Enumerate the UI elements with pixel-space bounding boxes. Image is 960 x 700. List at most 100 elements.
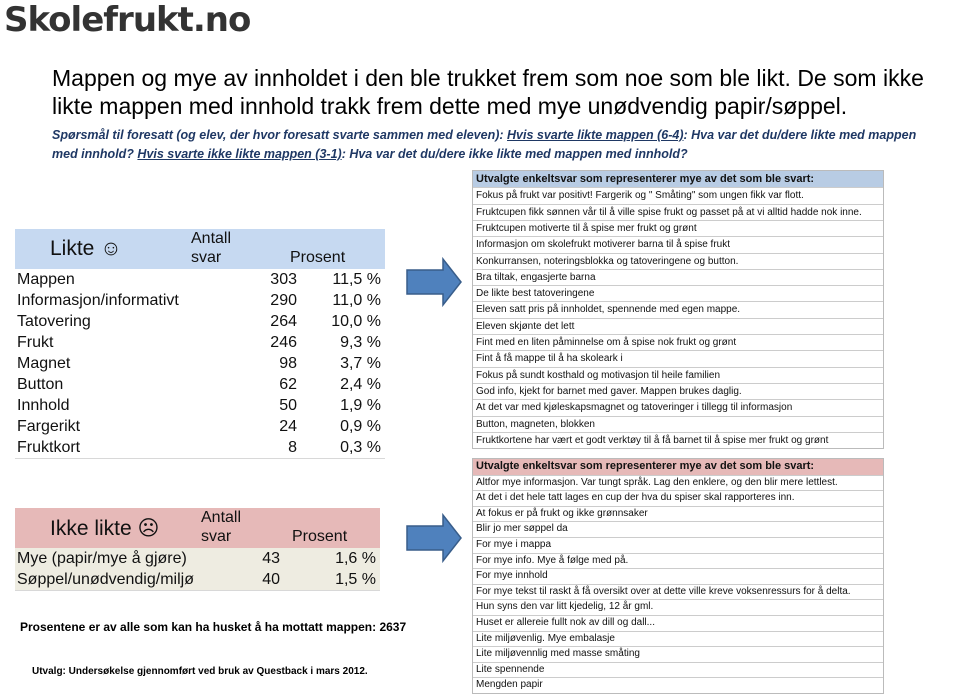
answer: Informasjon om skolefrukt motiverer barn… — [473, 236, 883, 252]
table-row: Button 62 2,4 % — [15, 374, 385, 396]
row-count: 303 — [270, 271, 297, 288]
answer: Fint med en liten påminnelse om å spise … — [473, 334, 883, 350]
box-title: Utvalgte enkeltsvar som representerer my… — [473, 459, 883, 475]
question-part: Hvis svarte likte mappen (6-4) — [507, 128, 684, 142]
table-title: Likte ☺ — [50, 237, 122, 260]
table-row: Søppel/unødvendig/miljø 40 1,5 % — [15, 569, 380, 591]
question-part: : Hva var det du/dere likte med mappen m… — [52, 128, 917, 161]
table-row: Fargerikt 24 0,9 % — [15, 416, 385, 438]
answer: Konkurransen, noteringsblokka og tatover… — [473, 252, 883, 269]
answer: At det var med kjøleskapsmagnet og tatov… — [473, 399, 883, 415]
answer: Fruktcupen motiverte til å spise mer fru… — [473, 219, 883, 236]
table-row: Fruktkort 8 0,3 % — [15, 437, 385, 459]
note: Prosentene er av alle som kan ha husket … — [20, 620, 407, 634]
answer: Fint å få mappe til å ha skoleark i — [473, 350, 883, 366]
answer: Mengden papir — [473, 677, 883, 693]
row-percent: 0,9 % — [340, 418, 381, 435]
arrow — [406, 256, 462, 308]
column-header: Prosent — [292, 528, 348, 545]
answer: Hun syns den var litt kjedelig, 12 år gm… — [473, 599, 883, 615]
row-percent: 3,7 % — [340, 355, 381, 372]
row-label: Mappen — [17, 271, 75, 288]
answer: At fokus er på frukt og ikke grønnsaker — [473, 505, 883, 522]
row-percent: 0,3 % — [340, 439, 381, 456]
row-label: Tatovering — [17, 313, 91, 330]
answer-box: Utvalgte enkeltsvar som representerer my… — [472, 170, 884, 450]
answer: Lite miljøvennlig med masse småting — [473, 646, 883, 662]
row-count: 24 — [279, 418, 297, 435]
row-label: Mye (papir/mye å gjøre) — [17, 550, 187, 567]
table-row: Frukt 246 9,3 % — [15, 332, 385, 354]
question-part: Hvis svarte ikke likte mappen (3-1) — [137, 147, 342, 161]
row-label: Fruktkort — [17, 439, 81, 456]
table: Likte ☺ Antall svar Prosent Mappen 303 11,5 %… — [15, 229, 385, 459]
row-percent: 11,0 % — [332, 292, 381, 309]
answer: Lite miljøvenlig. Mye embalasje — [473, 630, 883, 647]
question: Spørsmål til foresatt (og elev, der hvor… — [52, 126, 932, 164]
arrow — [406, 512, 462, 564]
table-row: Informasjon/informativt 290 11,0 % — [15, 290, 385, 312]
answer: For mye tekst til raskt å få oversikt ov… — [473, 583, 883, 600]
row-label: Søppel/unødvendig/miljø — [17, 571, 194, 588]
row-label: Frukt — [17, 334, 54, 351]
table-header — [15, 508, 380, 548]
column-header: Prosent — [290, 249, 346, 266]
answer: Fruktcupen fikk sønnen vår til å ville s… — [473, 203, 883, 220]
answer: Bra tiltak, engasjerte barna — [473, 268, 883, 285]
box-title: Utvalgte enkeltsvar som representerer my… — [473, 171, 883, 188]
row-count: 62 — [279, 376, 297, 393]
table-row: Mye (papir/mye å gjøre) 43 1,6 % — [15, 548, 380, 570]
question-part: : Hva var det du/dere ikke likte med map… — [341, 147, 688, 161]
row-count: 8 — [288, 439, 297, 456]
answer-box: Utvalgte enkeltsvar som representerer my… — [472, 458, 884, 694]
answer: Button, magneten, blokken — [473, 415, 883, 432]
answer: At det i det hele tatt lages en cup der … — [473, 490, 883, 506]
answer: Eleven skjønte det lett — [473, 317, 883, 334]
table-row: Magnet 98 3,7 % — [15, 353, 385, 375]
row-label: Innhold — [17, 397, 70, 414]
column-header: Antall svar — [201, 509, 242, 545]
row-label: Informasjon/informativt — [17, 292, 179, 309]
answer: God info, kjekt for barnet med gaver. Ma… — [473, 382, 883, 399]
table-title: Ikke likte ☹ — [50, 517, 160, 540]
question-part: Spørsmål til foresatt (og elev, der hvor… — [52, 128, 508, 142]
row-percent: 1,5 % — [335, 571, 376, 588]
row-percent: 10,0 % — [331, 313, 381, 330]
row-percent: 11,5 % — [332, 271, 381, 288]
table-row: Mappen 303 11,5 % — [15, 269, 385, 291]
answer: For mye info. Mye å følge med på. — [473, 552, 883, 569]
answer: Lite spennende — [473, 661, 883, 678]
row-count: 50 — [279, 397, 297, 414]
row-label: Fargerikt — [17, 418, 81, 435]
headline: Mappen og mye av innholdet i den ble tru… — [52, 65, 924, 119]
arrows — [406, 256, 462, 564]
column-header: Antall svar — [191, 230, 232, 266]
answer: Eleven satt pris på innholdet, spennende… — [473, 301, 883, 317]
row-percent: 1,6 % — [335, 550, 376, 567]
answer: Altfor mye informasjon. Var tungt språk.… — [473, 474, 883, 491]
row-count: 290 — [270, 292, 297, 309]
answer: For mye innhold — [473, 568, 883, 584]
answer: De likte best tatoveringene — [473, 285, 883, 301]
table: Ikke likte ☹ Antall svar Prosent Mye (papir… — [15, 508, 380, 591]
row-count: 264 — [270, 313, 297, 330]
row-percent: 9,3 % — [340, 334, 381, 351]
table-row: Innhold 50 1,9 % — [15, 395, 385, 417]
answer: Fokus på frukt var positivt! Fargerik og… — [473, 187, 883, 203]
answer: Huset er allereie fullt nok av dill og d… — [473, 615, 883, 631]
row-label: Button — [17, 376, 64, 393]
row-count: 40 — [262, 571, 280, 588]
row-count: 98 — [279, 355, 297, 372]
logo: Skolefrukt.no — [4, 0, 251, 40]
row-count: 43 — [262, 550, 280, 567]
answer: Fokus på sundt kosthald og motivasjon ti… — [473, 366, 883, 383]
answer: Fruktkortene har vært et godt verktøy ti… — [473, 431, 883, 448]
answer: Blir jo mer søppel da — [473, 521, 883, 537]
row-percent: 1,9 % — [340, 397, 381, 414]
row-label: Magnet — [17, 355, 71, 372]
source: Utvalg: Undersøkelse gjennomført ved bru… — [32, 666, 368, 677]
row-count: 246 — [270, 334, 297, 351]
row-percent: 2,4 % — [340, 376, 381, 393]
table-row: Tatovering 264 10,0 % — [15, 311, 385, 333]
